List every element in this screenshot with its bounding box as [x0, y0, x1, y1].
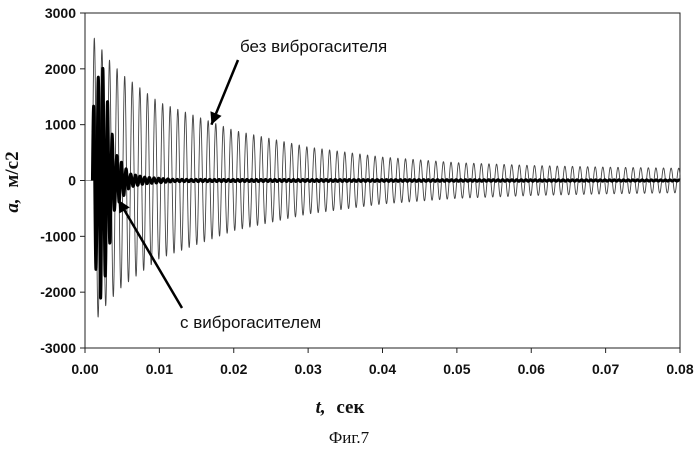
x-tick-label: 0.00	[71, 361, 98, 377]
x-axis-ticks: 0.00 0.01 0.02 0.03 0.04 0.05 0.06 0.07 0.08	[71, 348, 693, 377]
y-tick-label: 3000	[45, 5, 76, 21]
x-tick-label: 0.08	[666, 361, 693, 377]
annotation-arrow-without-damper	[210, 60, 238, 125]
y-tick-label: -1000	[40, 228, 76, 244]
y-tick-label: 0	[68, 173, 76, 189]
annotation-label-with-damper: с виброгасителем	[180, 313, 321, 332]
x-tick-label: 0.02	[220, 361, 247, 377]
figure-caption: Фиг.7	[0, 428, 698, 448]
series-line-without-damper	[92, 38, 680, 317]
x-axis-symbol: t,	[316, 397, 326, 418]
annotation-label-without-damper: без виброгасителя	[240, 37, 387, 56]
x-axis-unit: сек	[336, 397, 364, 418]
x-tick-label: 0.03	[295, 361, 322, 377]
y-axis-title: a, м/с2	[2, 151, 23, 212]
y-tick-label: -3000	[40, 340, 76, 356]
x-tick-label: 0.05	[443, 361, 470, 377]
y-tick-label: 2000	[45, 61, 76, 77]
x-axis-title: t, сек	[316, 397, 365, 418]
x-tick-label: 0.07	[592, 361, 619, 377]
y-tick-label: -2000	[40, 284, 76, 300]
y-axis-ticks: 3000 2000 1000 0 -1000 -2000 -3000	[40, 5, 85, 356]
x-tick-label: 0.01	[146, 361, 173, 377]
chart: 3000200010000-1000-2000-3000 0.000.010.0…	[0, 0, 698, 425]
series-line-with-damper	[92, 68, 680, 298]
y-tick-label: 1000	[45, 117, 76, 133]
y-axis-symbol: a,	[2, 198, 23, 212]
y-axis-unit: м/с2	[2, 151, 23, 187]
plot-area	[85, 13, 680, 348]
x-tick-label: 0.06	[518, 361, 545, 377]
x-tick-label: 0.04	[369, 361, 396, 377]
